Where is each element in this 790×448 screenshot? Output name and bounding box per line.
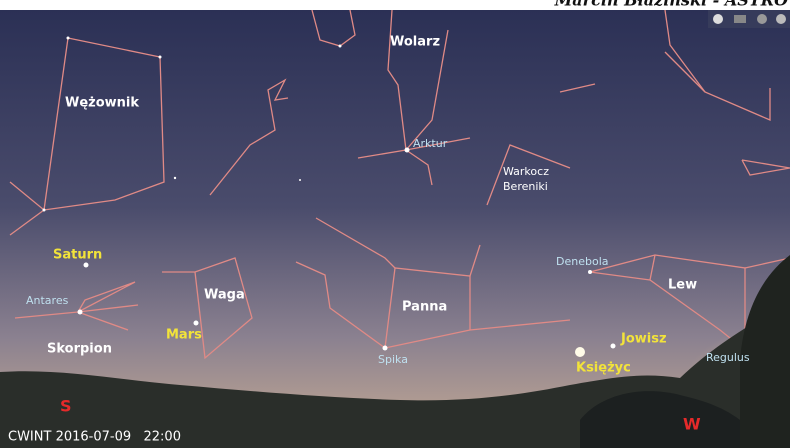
- sky-view: Marcin Błaziński - ASTRO Wężownik Wolarz Wa…: [0, 0, 790, 448]
- credit: Marcin Błaziński - ASTRO: [554, 0, 789, 10]
- star-label: Arktur: [413, 137, 448, 150]
- star-label: Spika: [378, 353, 408, 366]
- constellation-label: Bereniki: [503, 180, 548, 193]
- constellation-label: Wolarz: [390, 35, 440, 50]
- constellation-label: Panna: [402, 300, 447, 315]
- date-time: CWINT 2016-07-09 22:00: [8, 430, 181, 445]
- planet-label: Jowisz: [620, 332, 667, 347]
- toolbar-button[interactable]: [776, 14, 786, 24]
- constellation-label: Wężownik: [65, 96, 139, 111]
- constellation-label: Lew: [668, 278, 697, 293]
- toolbar: [708, 10, 790, 28]
- star-label: Antares: [26, 294, 69, 307]
- toolbar-button[interactable]: [734, 15, 746, 23]
- toolbar-button[interactable]: [757, 14, 767, 24]
- constellation-label: Waga: [204, 288, 245, 303]
- star-label: Denebola: [556, 255, 609, 268]
- planet-label: Saturn: [53, 248, 102, 263]
- toolbar-button[interactable]: [713, 14, 723, 24]
- constellation-label: Skorpion: [47, 342, 112, 357]
- planet-label: Księżyc: [576, 361, 631, 376]
- star-label: Regulus: [706, 351, 750, 364]
- constellation-label: Warkocz: [503, 165, 549, 178]
- planet-label: Mars: [166, 328, 202, 343]
- cardinal-point: W: [683, 415, 701, 434]
- cardinal-point: S: [60, 397, 72, 416]
